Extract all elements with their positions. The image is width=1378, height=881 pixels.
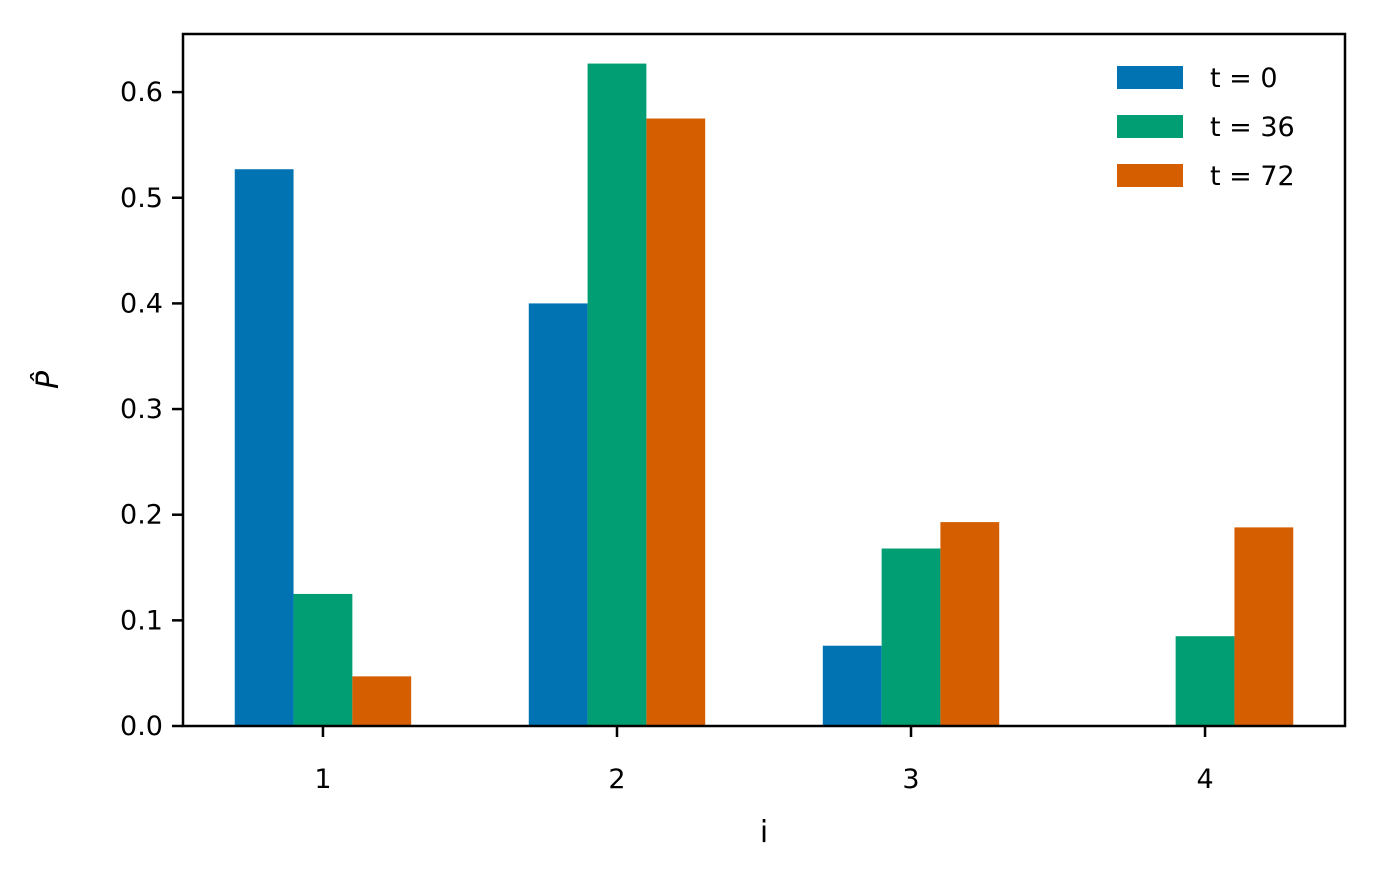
- legend-label: t = 72: [1210, 161, 1295, 192]
- x-tick-label: 1: [314, 764, 331, 795]
- y-axis-label: P̂: [30, 370, 66, 389]
- y-tick-label: 0.5: [120, 183, 163, 214]
- x-tick-label: 2: [608, 764, 625, 795]
- bar-t36-cat4: [1175, 636, 1235, 726]
- bars-group: [234, 63, 1294, 727]
- legend-label: t = 36: [1210, 112, 1295, 143]
- bar-t36-cat1: [293, 593, 353, 726]
- legend: t = 0 t = 36 t = 72: [1117, 63, 1295, 192]
- legend-swatch: [1117, 164, 1183, 187]
- y-tick-label: 0.2: [120, 500, 163, 531]
- plot-frame: [181, 32, 1347, 728]
- bar-t0-cat3: [822, 645, 882, 726]
- bar-t72-cat3: [940, 522, 1000, 726]
- legend-label: t = 0: [1210, 63, 1278, 94]
- y-tick-label: 0.6: [120, 77, 163, 108]
- bar-t72-cat4: [1234, 527, 1294, 726]
- x-axis-label: i: [760, 815, 768, 850]
- bar-t72-cat2: [646, 118, 706, 726]
- bar-t0-cat2: [528, 303, 588, 726]
- y-tick-label: 0.4: [120, 288, 163, 319]
- bar-t0-cat1: [234, 169, 294, 726]
- x-tick-label: 3: [902, 764, 919, 795]
- bar-t72-cat1: [352, 676, 412, 726]
- y-tick-label: 0.1: [120, 605, 163, 636]
- x-axis: 1 2 3 4: [314, 726, 1214, 795]
- bar-t36-cat2: [587, 63, 647, 727]
- legend-swatch: [1117, 115, 1183, 138]
- y-tick-label: 0.3: [120, 394, 163, 425]
- y-tick-label: 0.0: [120, 711, 163, 742]
- y-axis: 0.0 0.1 0.2 0.3 0.4 0.5 0.6: [120, 77, 183, 742]
- bar-t36-cat3: [881, 548, 941, 726]
- legend-swatch: [1117, 66, 1183, 89]
- x-tick-label: 4: [1196, 764, 1213, 795]
